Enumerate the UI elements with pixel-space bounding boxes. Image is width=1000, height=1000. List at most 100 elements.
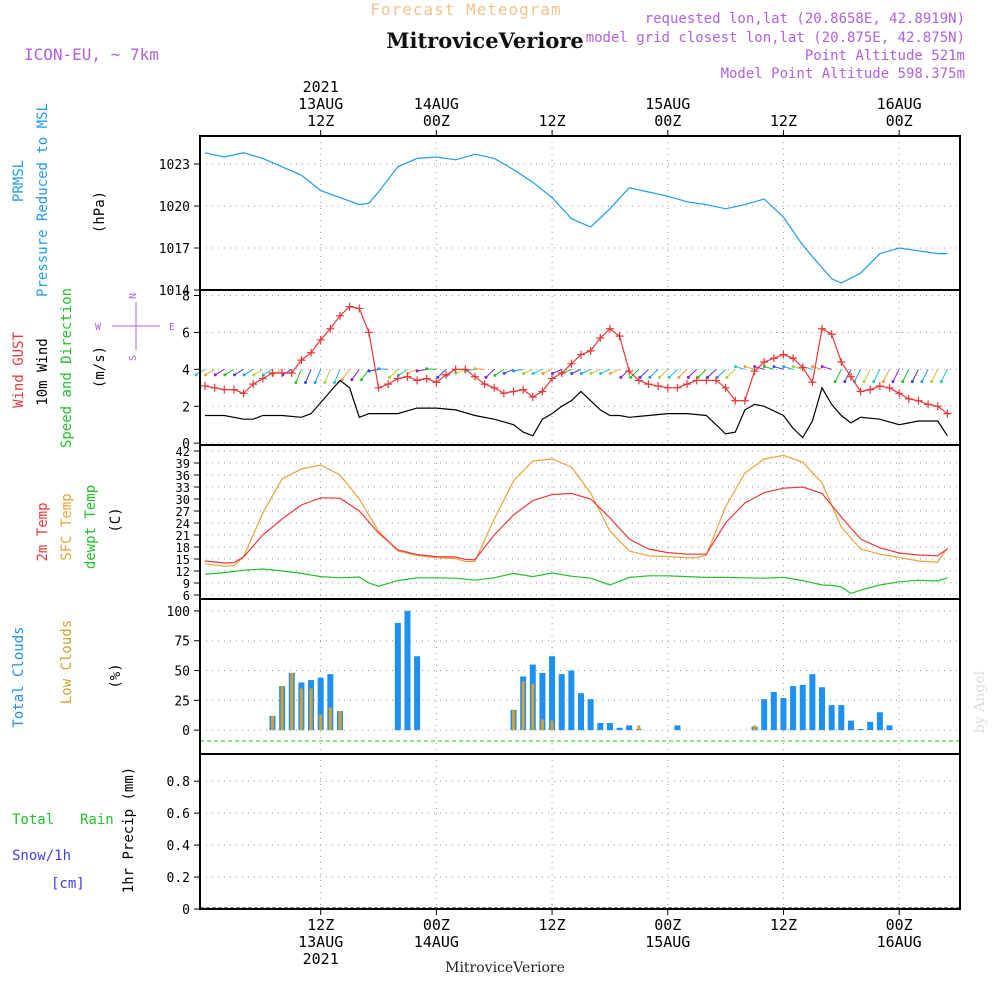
compass-n: N — [128, 293, 139, 299]
wind-label-gust: Wind GUST — [11, 332, 27, 408]
total-cloud-bar — [568, 671, 574, 731]
total-cloud-bar — [887, 725, 893, 730]
total-cloud-bar — [867, 722, 873, 730]
precip-label-rain: Rain — [80, 812, 114, 828]
wind-arrow-head — [377, 367, 380, 370]
bottom-time-label: 00Z — [423, 916, 450, 934]
wind-arrow-head — [503, 372, 506, 375]
top-time-label: 13AUG — [298, 95, 343, 113]
total-cloud-bar — [838, 705, 844, 730]
clouds-label-total: Total Clouds — [11, 626, 27, 727]
background — [0, 0, 1000, 1000]
wind-arrow-head — [541, 372, 544, 375]
wind-arrow-head — [725, 376, 728, 379]
wind-arrow-head — [323, 381, 326, 384]
bottom-time-label: 12Z — [770, 916, 797, 934]
wind-arrow-head — [911, 380, 914, 383]
wind-arrow-head — [194, 373, 197, 376]
wind-arrow-head — [863, 380, 866, 383]
wind-arrow-head — [532, 372, 535, 375]
precip-tick-label: 0.2 — [167, 871, 190, 886]
temp-label-2m: 2m Temp — [35, 502, 51, 561]
precip-tick-label: 0.6 — [167, 807, 190, 822]
clouds-tick-label: 100 — [167, 605, 190, 620]
wind-arrow-head — [773, 365, 776, 368]
wind-arrow-head — [223, 373, 226, 376]
wind-arrow-head — [360, 378, 363, 381]
total-cloud-bar — [780, 698, 786, 730]
wind-arrow-head — [834, 380, 837, 383]
temp-tick-label: 6 — [183, 589, 190, 603]
temp-tick-label: 15 — [176, 553, 190, 567]
temp-tick-label: 12 — [176, 565, 190, 579]
wind-arrow-head — [872, 380, 875, 383]
total-cloud-bar — [674, 725, 680, 730]
pressure-label-prmsl: PRMSL — [11, 160, 27, 202]
wind-arrow-head — [599, 372, 602, 375]
chart-title: Forecast Meteogram — [370, 0, 561, 19]
top-time-label: 2021 — [303, 78, 339, 96]
bottom-time-label: 13AUG — [298, 933, 343, 951]
total-cloud-bar — [771, 692, 777, 730]
wind-arrow-head — [940, 380, 943, 383]
clouds-unit: (%) — [108, 663, 124, 688]
bottom-time-label: 15AUG — [645, 933, 690, 951]
wind-arrow-head — [590, 372, 593, 375]
pressure-tick-label: 1023 — [159, 158, 190, 173]
top-time-label: 00Z — [423, 112, 450, 130]
top-time-label: 00Z — [654, 112, 681, 130]
temp-tick-label: 42 — [176, 445, 190, 459]
clouds-tick-label: 50 — [174, 665, 190, 680]
top-time-label: 14AUG — [414, 95, 459, 113]
low-cloud-bar — [531, 684, 534, 731]
bottom-time-label: 12Z — [539, 916, 566, 934]
compass-w: W — [95, 322, 102, 333]
closest-coords: model grid closest lon,lat (20.875E, 42.… — [586, 30, 965, 46]
top-time-label: 16AUG — [877, 95, 922, 113]
low-cloud-bar — [300, 688, 303, 730]
wind-arrow-head — [744, 365, 747, 368]
total-cloud-bar — [761, 699, 767, 730]
pressure-unit: (hPa) — [92, 191, 108, 233]
temp-tick-label: 36 — [176, 469, 190, 483]
precip-label-cm: [cm] — [51, 876, 85, 892]
low-cloud-bar — [338, 711, 341, 730]
bottom-time-label: 16AUG — [877, 933, 922, 951]
low-cloud-bar — [271, 716, 274, 730]
wind-arrow-head — [388, 376, 391, 379]
wind-arrow-head — [416, 370, 419, 373]
total-cloud-bar — [559, 674, 565, 730]
wind-arrow-head — [920, 380, 923, 383]
wind-arrow-head — [294, 381, 297, 384]
bottom-time-label: 14AUG — [414, 933, 459, 951]
clouds-label-low: Low Clouds — [59, 620, 75, 704]
low-cloud-bar — [319, 715, 322, 731]
total-cloud-bar — [414, 656, 420, 730]
top-time-label: 00Z — [886, 112, 913, 130]
low-cloud-bar — [512, 710, 515, 730]
total-cloud-bar — [578, 693, 584, 730]
wind-arrow-head — [304, 381, 307, 384]
total-cloud-bar — [790, 686, 796, 730]
wind-arrow-head — [609, 372, 612, 375]
model-altitude: Model Point Altitude 598.375m — [721, 66, 965, 82]
wind-tick-label: 4 — [182, 363, 190, 378]
compass-s: S — [128, 355, 139, 361]
total-cloud-bar — [549, 656, 555, 730]
meteogram: Forecast Meteogram MitroviceVeriore ICON… — [0, 0, 1000, 1000]
watermark: by Angel — [972, 670, 988, 733]
pressure-label-msl: Pressure Reduced to MSL — [35, 103, 51, 297]
temp-unit: (C) — [108, 507, 124, 532]
wind-arrow-head — [687, 376, 690, 379]
clouds-tick-label: 0 — [182, 724, 190, 739]
wind-arrow-head — [252, 373, 255, 376]
wind-arrow-head — [629, 376, 632, 379]
wind-arrow-head — [522, 372, 525, 375]
compass-e: E — [169, 322, 175, 333]
wind-arrow-head — [668, 376, 671, 379]
precip-tick-label: 0.8 — [167, 775, 190, 790]
wind-arrow-head — [214, 373, 217, 376]
wind-arrow-head — [734, 365, 737, 368]
low-cloud-bar — [551, 721, 554, 731]
wind-arrow-head — [782, 365, 785, 368]
